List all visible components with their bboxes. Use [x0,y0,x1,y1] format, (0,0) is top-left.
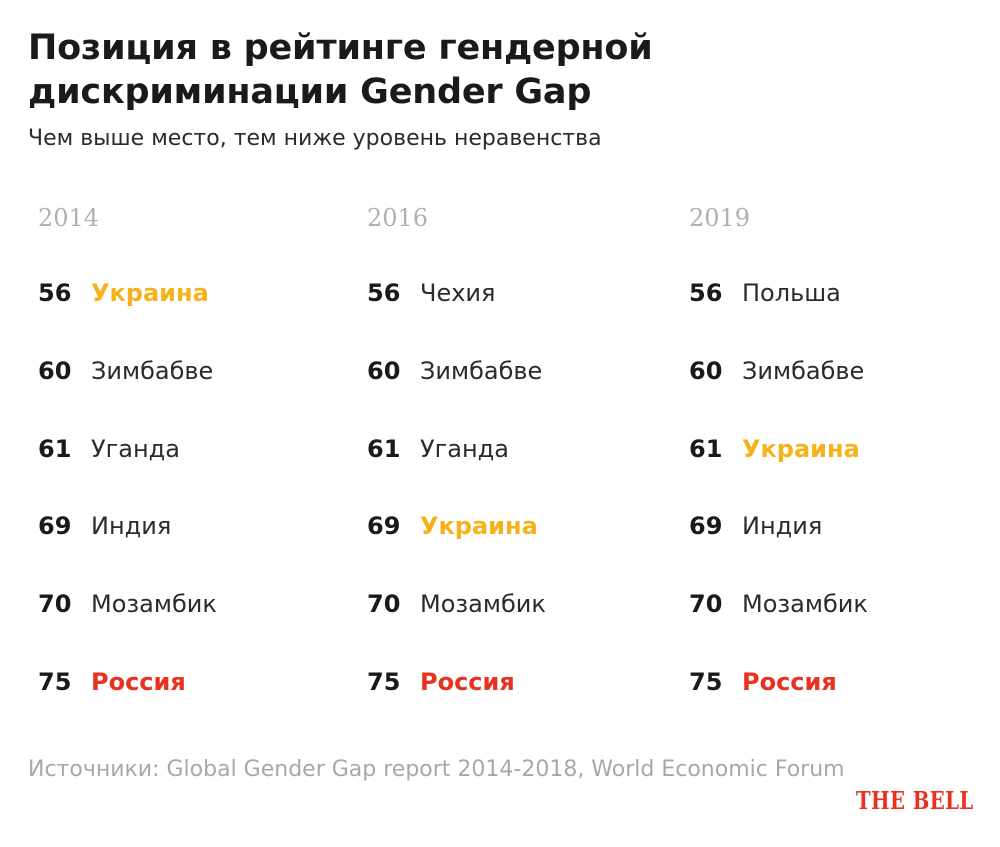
country-name: Зимбабве [420,356,543,385]
country-name: Зимбабве [91,356,214,385]
country-name: Мозамбик [91,590,217,619]
the-bell-logo: THE BELL [856,786,974,815]
rank-value: 75 [367,668,401,696]
rank-value: 60 [367,356,401,385]
rank-value: 56 [689,279,723,307]
rank-value: 69 [38,512,72,541]
rank-value: 60 [689,356,723,385]
rank-value: 61 [367,434,401,463]
year-label: 2016 [367,204,429,232]
country-name: Россия [420,668,515,696]
rank-value: 69 [689,512,723,541]
country-name: Украина [91,279,209,307]
rank-value: 56 [38,279,72,307]
country-name: Зимбабве [742,356,865,385]
country-name: Уганда [420,434,509,463]
chart-title: Позиция в рейтинге гендерной дискриминац… [28,28,653,112]
country-name: Украина [420,512,538,541]
rank-value: 75 [689,668,723,696]
rank-value: 56 [367,279,401,307]
country-name: Россия [742,668,837,696]
rank-value: 61 [689,434,723,463]
chart-subtitle: Чем выше место, тем ниже уровень неравен… [28,126,602,151]
rank-value: 70 [689,590,723,619]
rank-value: 60 [38,356,72,385]
country-name: Мозамбик [742,590,868,619]
country-name: Мозамбик [420,590,546,619]
rank-value: 75 [38,668,72,696]
rank-value: 61 [38,434,72,463]
source-note: Источники: Global Gender Gap report 2014… [28,757,845,782]
rank-value: 70 [367,590,401,619]
country-name: Польша [742,279,841,307]
year-label: 2014 [38,204,100,232]
country-name: Украина [742,434,860,463]
rank-value: 70 [38,590,72,619]
country-name: Уганда [91,434,180,463]
country-name: Индия [91,512,172,541]
country-name: Чехия [420,279,496,307]
country-name: Россия [91,668,186,696]
year-label: 2019 [689,204,751,232]
country-name: Индия [742,512,823,541]
rank-value: 69 [367,512,401,541]
